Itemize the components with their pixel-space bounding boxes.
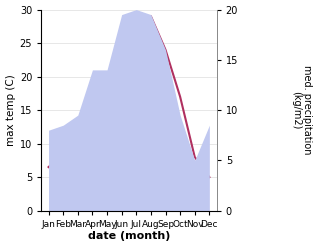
X-axis label: date (month): date (month) [88, 231, 170, 242]
Y-axis label: med. precipitation
(kg/m2): med. precipitation (kg/m2) [291, 65, 313, 155]
Y-axis label: max temp (C): max temp (C) [5, 74, 16, 146]
